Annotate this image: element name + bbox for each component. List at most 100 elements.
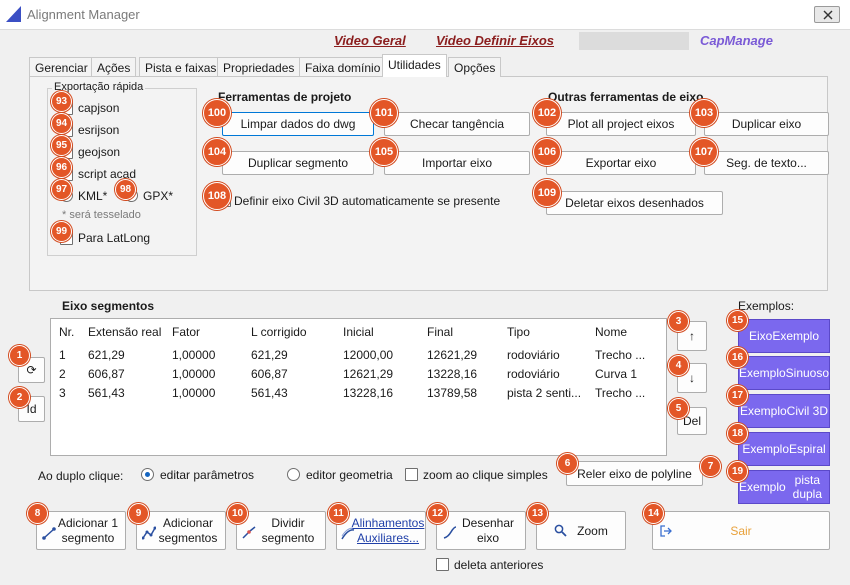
annotation-badge: 109 — [533, 179, 561, 207]
table-cell[interactable]: 606,87 — [88, 367, 125, 381]
table-cell[interactable]: 3 — [59, 386, 66, 400]
title-bar — [0, 0, 850, 30]
table-cell[interactable]: pista 2 senti... — [507, 386, 582, 400]
table-cell[interactable]: Trecho ... — [595, 386, 646, 400]
zoom-single-click-checkbox[interactable] — [405, 468, 418, 481]
close-button[interactable] — [814, 6, 840, 23]
video-definir-eixos-link[interactable]: Video Definir Eixos — [436, 33, 554, 48]
gpx-label: GPX* — [143, 189, 174, 203]
table-cell[interactable]: rodoviário — [507, 348, 560, 362]
annotation-badge: 101 — [370, 99, 398, 127]
tab-gerenciar[interactable]: Gerenciar — [29, 57, 94, 77]
table-cell[interactable]: 621,29 — [251, 348, 288, 362]
tab-propriedades[interactable]: Propriedades — [217, 57, 301, 77]
add-segments-button[interactable]: Adicionar segmentos — [136, 511, 226, 550]
tab-opcoes[interactable]: Opções — [448, 57, 502, 77]
clear-dwg-button[interactable]: Limpar dados do dwg — [222, 112, 374, 136]
draw-line-2: eixo — [476, 530, 499, 545]
table-cell[interactable]: 1,00000 — [172, 386, 216, 400]
column-header[interactable]: Final — [427, 325, 454, 339]
seg-text-button[interactable]: Seg. de texto... — [704, 151, 829, 175]
annotation-badge: 12 — [427, 503, 448, 524]
column-header[interactable]: Fator — [172, 325, 201, 339]
example-espiral-button[interactable]: Exemplo Espiral — [738, 432, 830, 466]
example-axis-button[interactable]: Eixo Exemplo — [738, 319, 830, 353]
example-line: Exemplo — [739, 480, 786, 494]
draw-axis-button[interactable]: Desenhar eixo — [436, 511, 526, 550]
zoom-icon — [554, 524, 567, 537]
check-tangency-button[interactable]: Checar tangência — [384, 112, 530, 136]
table-cell[interactable]: 1 — [59, 348, 66, 362]
table-cell[interactable]: 561,43 — [251, 386, 288, 400]
split-segment-icon — [242, 526, 256, 539]
tab-faixa-dominio[interactable]: Faixa domínio — [299, 57, 387, 77]
zoom-button[interactable]: Zoom — [536, 511, 626, 550]
tab-pista-faixas[interactable]: Pista e faixas — [139, 57, 223, 77]
example-line: Exemplo — [772, 329, 820, 343]
video-geral-link[interactable]: Video Geral — [334, 33, 406, 48]
delete-previous-checkbox[interactable] — [436, 558, 449, 571]
capmanage-link[interactable]: CapManage — [700, 33, 773, 48]
table-cell[interactable]: 13789,58 — [427, 386, 478, 400]
table-cell[interactable]: 12000,00 — [343, 348, 394, 362]
table-cell[interactable]: 12621,29 — [427, 348, 478, 362]
table-cell[interactable]: Trecho ... — [595, 348, 646, 362]
table-cell[interactable]: 13228,16 — [343, 386, 394, 400]
table-cell[interactable]: 1,00000 — [172, 367, 216, 381]
geojson-label: geojson — [78, 145, 121, 159]
duplicate-axis-button[interactable]: Duplicar eixo — [704, 112, 829, 136]
edit-geometry-label: editor geometria — [306, 468, 393, 482]
annotation-badge: 3 — [668, 311, 689, 332]
import-axis-button[interactable]: Importar eixo — [384, 151, 530, 175]
add-one-segment-button[interactable]: Adicionar 1 segmento — [36, 511, 126, 550]
draw-axis-icon — [443, 526, 457, 539]
exit-label: Sair — [730, 523, 752, 538]
duplicate-segment-button[interactable]: Duplicar segmento — [222, 151, 374, 175]
edit-geometry-radio[interactable] — [287, 468, 300, 481]
annotation-badge: 105 — [370, 138, 398, 166]
edit-params-radio[interactable] — [141, 468, 154, 481]
add-one-line-2: segmento — [61, 530, 115, 545]
annotation-badge: 98 — [115, 179, 136, 200]
table-cell[interactable]: rodoviário — [507, 367, 560, 381]
delete-drawn-button[interactable]: Deletar eixos desenhados — [546, 191, 723, 215]
segments-table[interactable]: Nr. Extensão real Fator L corrigido Inic… — [50, 318, 667, 456]
auxiliary-alignments-icon — [341, 527, 355, 540]
example-sinuoso-button[interactable]: Exemplo Sinuoso — [738, 356, 830, 390]
annotation-badge: 108 — [203, 182, 231, 210]
example-civil3d-button[interactable]: Exemplo Civil 3D — [738, 394, 830, 428]
tab-acoes[interactable]: Ações — [91, 57, 137, 77]
column-header[interactable]: L corrigido — [251, 325, 307, 339]
export-axis-button[interactable]: Exportar eixo — [546, 151, 696, 175]
plot-all-button[interactable]: Plot all project eixos — [546, 112, 696, 136]
table-cell[interactable]: 606,87 — [251, 367, 288, 381]
close-icon — [823, 10, 833, 20]
column-header[interactable]: Extensão real — [88, 325, 162, 339]
script-acad-label: script acad — [78, 167, 137, 181]
table-cell[interactable]: 621,29 — [88, 348, 125, 362]
column-header[interactable]: Inicial — [343, 325, 374, 339]
auxiliary-alignments-button[interactable]: Alinhamentos Auxiliares... — [336, 511, 426, 550]
table-cell[interactable]: 12621,29 — [343, 367, 394, 381]
tab-utilidades[interactable]: Utilidades — [382, 54, 447, 77]
annotation-badge: 95 — [51, 135, 72, 156]
split-segment-button[interactable]: Dividir segmento — [236, 511, 326, 550]
column-header[interactable]: Tipo — [507, 325, 530, 339]
annotation-badge: 99 — [51, 221, 72, 242]
table-cell[interactable]: 13228,16 — [427, 367, 478, 381]
column-header[interactable]: Nr. — [59, 325, 75, 339]
exit-button[interactable]: Sair — [652, 511, 830, 550]
annotation-badge: 1 — [9, 345, 30, 366]
edit-params-label: editar parâmetros — [160, 468, 255, 482]
annotation-badge: 13 — [527, 503, 548, 524]
table-cell[interactable]: 1,00000 — [172, 348, 216, 362]
delete-segment-button[interactable]: Del — [677, 407, 707, 435]
table-cell[interactable]: 2 — [59, 367, 66, 381]
reload-polyline-button[interactable]: Reler eixo de polyline — [566, 461, 703, 486]
column-header[interactable]: Nome — [595, 325, 628, 339]
table-cell[interactable]: 561,43 — [88, 386, 125, 400]
add-segments-icon — [142, 526, 156, 540]
example-pista-dupla-button[interactable]: Exemplo pista dupla — [738, 470, 830, 504]
annotation-badge: 16 — [727, 347, 748, 368]
table-cell[interactable]: Curva 1 — [595, 367, 638, 381]
